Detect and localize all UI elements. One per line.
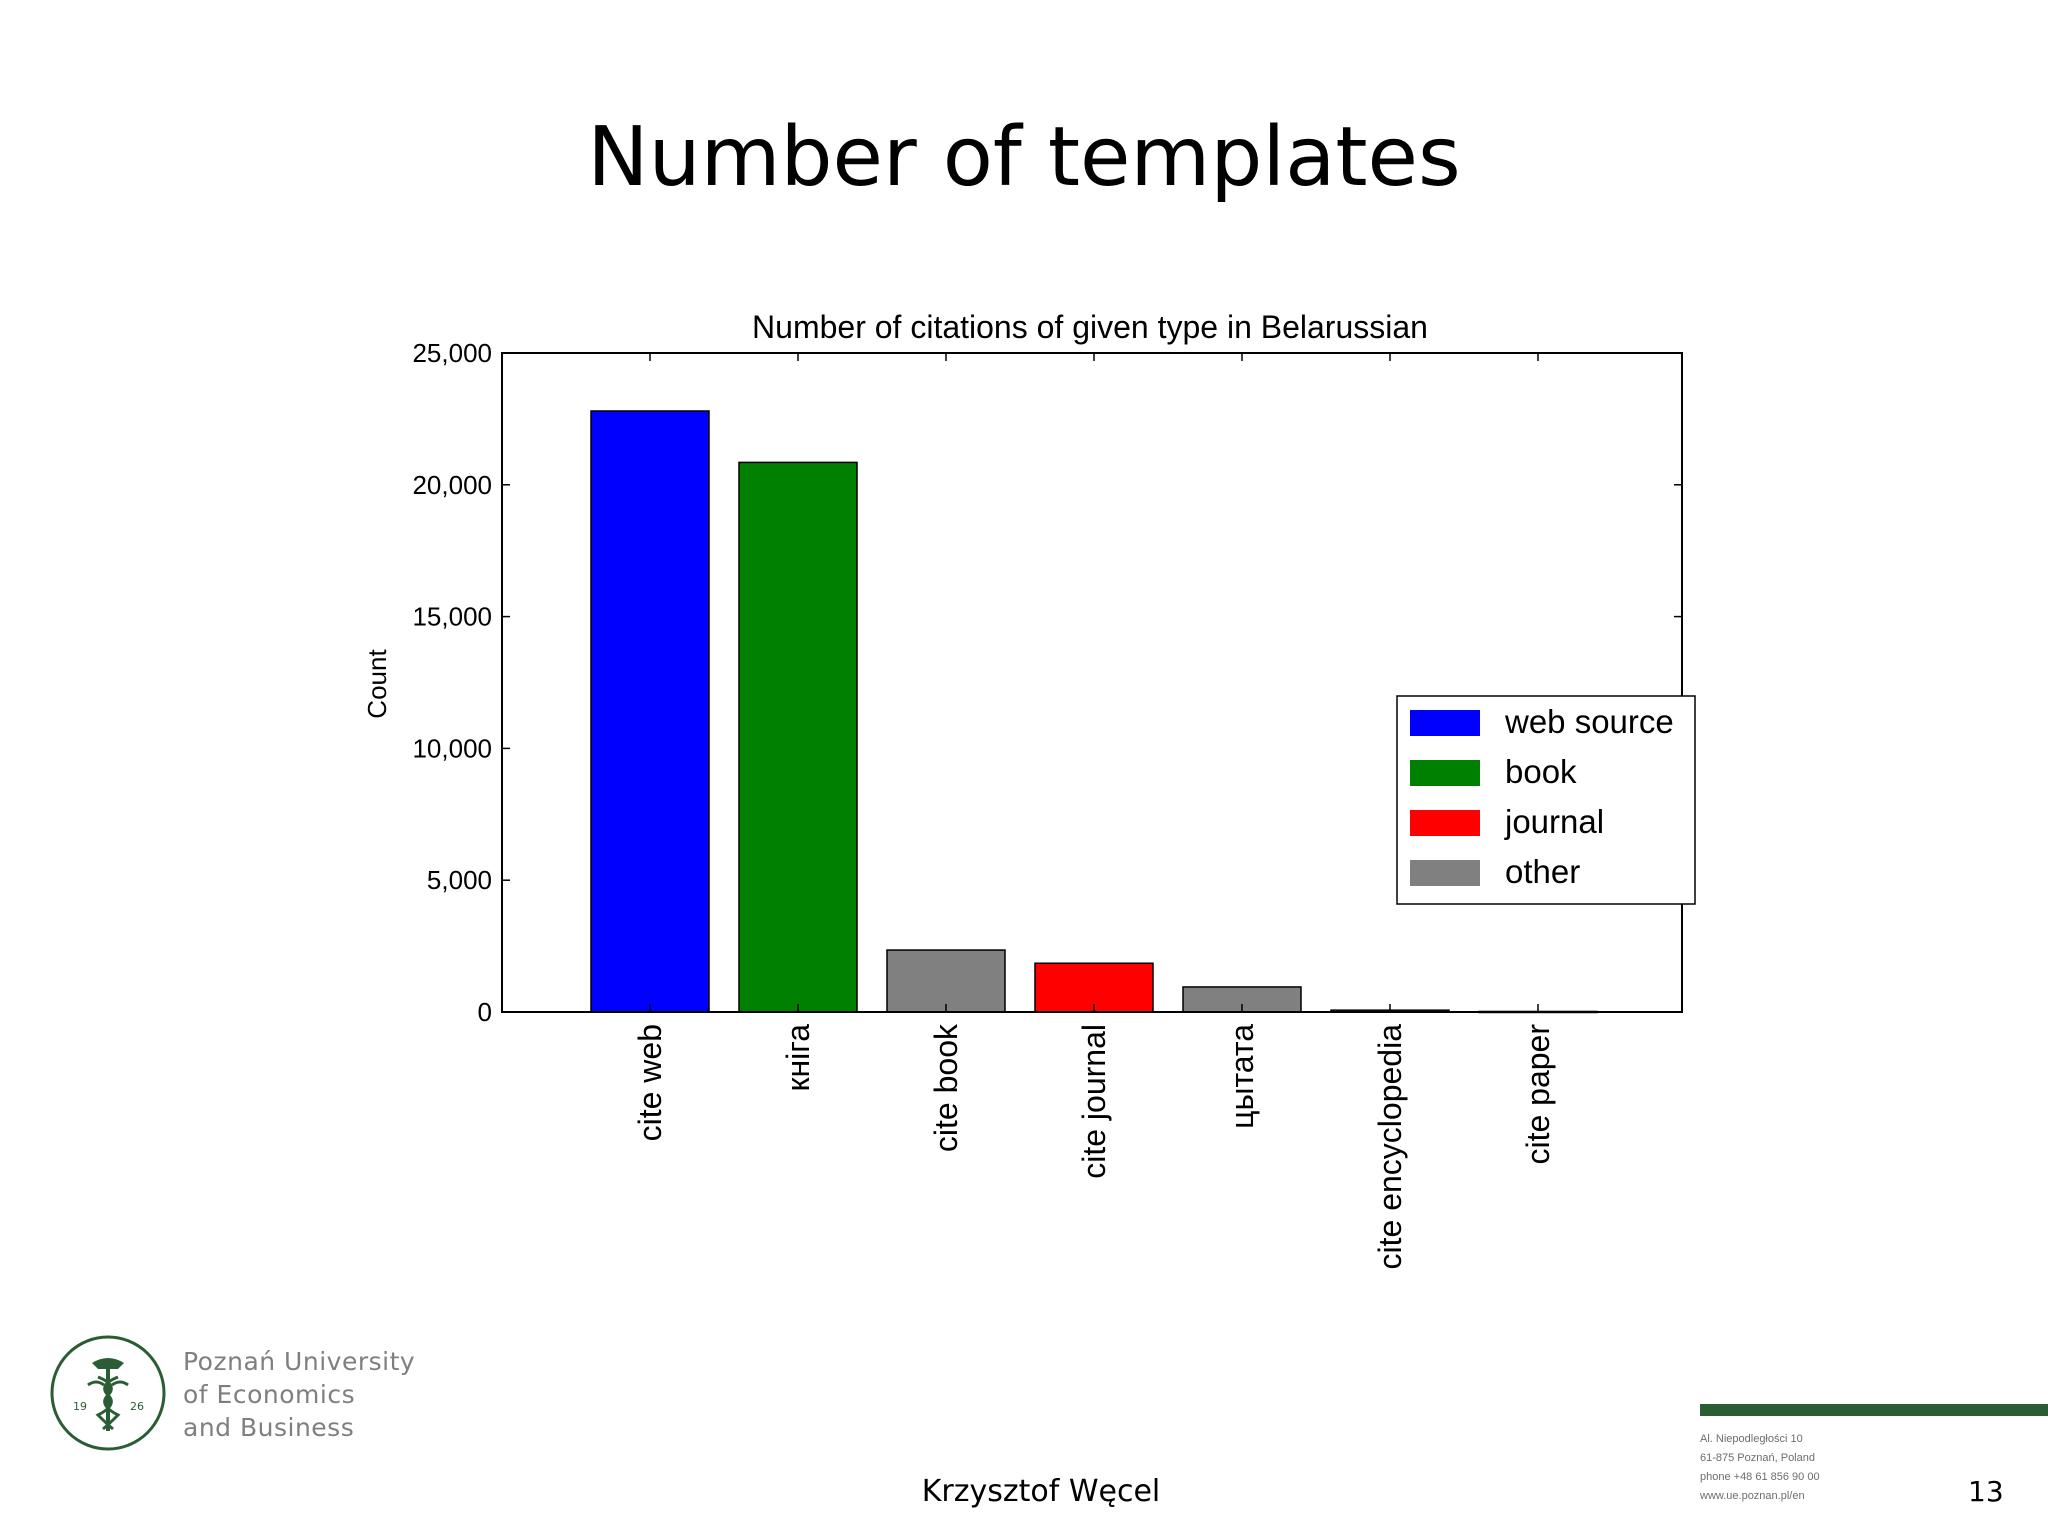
y-tick-label: 20,000 xyxy=(412,470,492,500)
legend-label: other xyxy=(1505,853,1580,890)
chart-title: Number of citations of given type in Bel… xyxy=(752,309,1428,345)
university-logo: 19 26 xyxy=(50,1335,166,1451)
chart-legend: web source book journal other xyxy=(1396,695,1696,905)
y-tick-label: 5,000 xyxy=(427,865,492,895)
address-line-2: 61-875 Poznań, Poland xyxy=(1700,1452,1815,1464)
legend-swatch xyxy=(1410,710,1480,736)
bar-3 xyxy=(886,949,1006,1013)
author-name: Krzysztof Węcel xyxy=(921,1474,1161,1509)
x-tick-label: cite encyclopedia xyxy=(1372,1024,1408,1270)
legend-label: journal xyxy=(1504,803,1604,840)
x-tick-label: кніга xyxy=(780,1024,816,1092)
x-tick-label: cite paper xyxy=(1520,1024,1556,1165)
plot-frame xyxy=(501,352,1683,1013)
bar-2 xyxy=(738,461,858,1013)
legend-label: book xyxy=(1505,753,1577,790)
legend-swatch xyxy=(1410,860,1480,886)
footer-accent-bar xyxy=(1700,1404,2048,1416)
x-tick-label: cite journal xyxy=(1076,1024,1112,1179)
logo-year-left: 19 xyxy=(73,1400,87,1413)
university-name-line-2: of Economics xyxy=(183,1380,356,1409)
y-axis-label: Count xyxy=(362,649,392,719)
x-tick-label: cite book xyxy=(928,1023,964,1152)
university-name: Poznań University of Economics and Busin… xyxy=(183,1345,415,1444)
legend-swatch xyxy=(1410,760,1480,786)
bar-4 xyxy=(1034,962,1154,1013)
university-name-line-3: and Business xyxy=(183,1413,355,1442)
legend-swatch xyxy=(1410,810,1480,836)
logo-year-right: 26 xyxy=(130,1400,144,1413)
address-line-1: Al. Niepodległości 10 xyxy=(1700,1433,1803,1445)
y-tick-label: 10,000 xyxy=(412,733,492,763)
page-number: 13 xyxy=(1968,1475,2004,1508)
bar-1 xyxy=(590,410,710,1013)
x-tick-label: цытата xyxy=(1224,1024,1260,1129)
legend-label: web source xyxy=(1504,703,1674,740)
y-tick-label: 25,000 xyxy=(412,338,492,368)
slide-title: Number of templates xyxy=(587,110,1461,205)
university-name-line-1: Poznań University xyxy=(183,1347,416,1376)
bar-chart: Number of citations of given type in Bel… xyxy=(362,309,1696,1270)
y-tick-label: 0 xyxy=(478,997,492,1027)
address-line-3: phone +48 61 856 90 00 xyxy=(1700,1471,1820,1483)
x-tick-label: cite web xyxy=(632,1024,668,1141)
university-address: Al. Niepodległości 10 61-875 Poznań, Pol… xyxy=(1700,1430,1820,1506)
y-tick-label: 15,000 xyxy=(412,602,492,632)
address-line-4: www.ue.poznan.pl/en xyxy=(1700,1490,1805,1502)
